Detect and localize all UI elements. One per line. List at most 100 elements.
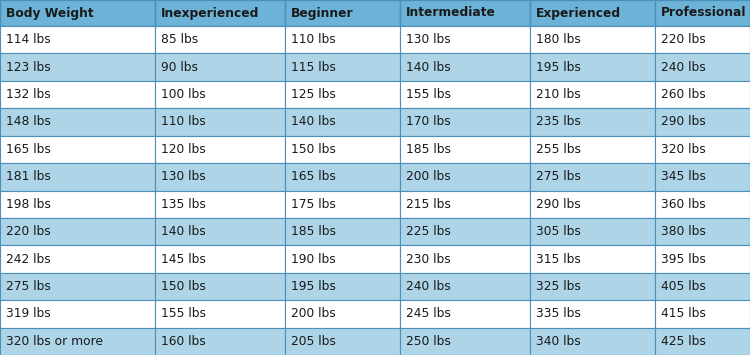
Text: 195 lbs: 195 lbs bbox=[536, 61, 580, 73]
Bar bbox=[400, 328, 530, 355]
Text: 110 lbs: 110 lbs bbox=[161, 115, 206, 129]
Text: 145 lbs: 145 lbs bbox=[161, 252, 206, 266]
Text: 85 lbs: 85 lbs bbox=[161, 33, 198, 46]
Text: 210 lbs: 210 lbs bbox=[536, 88, 580, 101]
Text: 190 lbs: 190 lbs bbox=[291, 252, 336, 266]
Bar bbox=[400, 218, 530, 245]
Bar bbox=[655, 273, 750, 300]
Text: 160 lbs: 160 lbs bbox=[161, 335, 206, 348]
Bar bbox=[530, 163, 655, 191]
Text: 235 lbs: 235 lbs bbox=[536, 115, 580, 129]
Bar bbox=[655, 328, 750, 355]
Bar bbox=[655, 0, 750, 26]
Bar bbox=[655, 300, 750, 328]
Bar bbox=[530, 191, 655, 218]
Text: 319 lbs: 319 lbs bbox=[6, 307, 51, 320]
Bar bbox=[400, 245, 530, 273]
Text: 140 lbs: 140 lbs bbox=[161, 225, 206, 238]
Text: 115 lbs: 115 lbs bbox=[291, 61, 336, 73]
Bar bbox=[285, 136, 400, 163]
Bar bbox=[530, 81, 655, 108]
Bar bbox=[155, 328, 285, 355]
Bar bbox=[155, 53, 285, 81]
Bar bbox=[530, 136, 655, 163]
Text: 245 lbs: 245 lbs bbox=[406, 307, 451, 320]
Bar bbox=[155, 81, 285, 108]
Bar bbox=[530, 218, 655, 245]
Bar bbox=[0, 273, 155, 300]
Bar bbox=[0, 191, 155, 218]
Bar bbox=[530, 0, 655, 26]
Bar bbox=[0, 163, 155, 191]
Text: 185 lbs: 185 lbs bbox=[406, 143, 451, 156]
Text: 155 lbs: 155 lbs bbox=[406, 88, 451, 101]
Text: 110 lbs: 110 lbs bbox=[291, 33, 336, 46]
Bar bbox=[285, 218, 400, 245]
Bar bbox=[155, 108, 285, 136]
Text: 275 lbs: 275 lbs bbox=[6, 280, 51, 293]
Text: 230 lbs: 230 lbs bbox=[406, 252, 451, 266]
Text: 240 lbs: 240 lbs bbox=[661, 61, 706, 73]
Text: 335 lbs: 335 lbs bbox=[536, 307, 580, 320]
Text: 125 lbs: 125 lbs bbox=[291, 88, 336, 101]
Bar bbox=[655, 245, 750, 273]
Text: 415 lbs: 415 lbs bbox=[661, 307, 706, 320]
Text: 250 lbs: 250 lbs bbox=[406, 335, 451, 348]
Bar bbox=[155, 26, 285, 53]
Bar bbox=[400, 300, 530, 328]
Text: 180 lbs: 180 lbs bbox=[536, 33, 580, 46]
Text: 290 lbs: 290 lbs bbox=[536, 198, 580, 211]
Text: 140 lbs: 140 lbs bbox=[406, 61, 451, 73]
Bar bbox=[400, 191, 530, 218]
Text: 150 lbs: 150 lbs bbox=[291, 143, 336, 156]
Text: 123 lbs: 123 lbs bbox=[6, 61, 51, 73]
Text: 340 lbs: 340 lbs bbox=[536, 335, 580, 348]
Text: 150 lbs: 150 lbs bbox=[161, 280, 206, 293]
Text: 200 lbs: 200 lbs bbox=[406, 170, 451, 183]
Bar bbox=[285, 26, 400, 53]
Bar bbox=[155, 245, 285, 273]
Bar bbox=[155, 273, 285, 300]
Text: 225 lbs: 225 lbs bbox=[406, 225, 451, 238]
Bar bbox=[655, 163, 750, 191]
Text: 205 lbs: 205 lbs bbox=[291, 335, 336, 348]
Bar bbox=[285, 81, 400, 108]
Text: 275 lbs: 275 lbs bbox=[536, 170, 580, 183]
Bar bbox=[655, 136, 750, 163]
Text: 255 lbs: 255 lbs bbox=[536, 143, 581, 156]
Bar bbox=[285, 53, 400, 81]
Text: 130 lbs: 130 lbs bbox=[406, 33, 451, 46]
Bar bbox=[400, 136, 530, 163]
Text: 198 lbs: 198 lbs bbox=[6, 198, 51, 211]
Bar bbox=[400, 26, 530, 53]
Bar bbox=[655, 218, 750, 245]
Bar bbox=[155, 0, 285, 26]
Bar bbox=[530, 273, 655, 300]
Text: 395 lbs: 395 lbs bbox=[661, 252, 706, 266]
Text: 315 lbs: 315 lbs bbox=[536, 252, 580, 266]
Bar bbox=[285, 245, 400, 273]
Text: 135 lbs: 135 lbs bbox=[161, 198, 206, 211]
Text: 185 lbs: 185 lbs bbox=[291, 225, 336, 238]
Text: 200 lbs: 200 lbs bbox=[291, 307, 336, 320]
Text: 320 lbs or more: 320 lbs or more bbox=[6, 335, 103, 348]
Text: 148 lbs: 148 lbs bbox=[6, 115, 51, 129]
Bar bbox=[285, 328, 400, 355]
Bar bbox=[155, 218, 285, 245]
Bar bbox=[0, 81, 155, 108]
Bar bbox=[530, 328, 655, 355]
Text: Intermediate: Intermediate bbox=[406, 6, 496, 20]
Bar bbox=[530, 108, 655, 136]
Bar bbox=[155, 300, 285, 328]
Text: 320 lbs: 320 lbs bbox=[661, 143, 706, 156]
Text: 425 lbs: 425 lbs bbox=[661, 335, 706, 348]
Bar bbox=[0, 218, 155, 245]
Bar bbox=[0, 136, 155, 163]
Text: 175 lbs: 175 lbs bbox=[291, 198, 336, 211]
Bar bbox=[400, 0, 530, 26]
Text: 170 lbs: 170 lbs bbox=[406, 115, 451, 129]
Text: Beginner: Beginner bbox=[291, 6, 354, 20]
Text: Inexperienced: Inexperienced bbox=[161, 6, 260, 20]
Bar bbox=[530, 26, 655, 53]
Text: 215 lbs: 215 lbs bbox=[406, 198, 451, 211]
